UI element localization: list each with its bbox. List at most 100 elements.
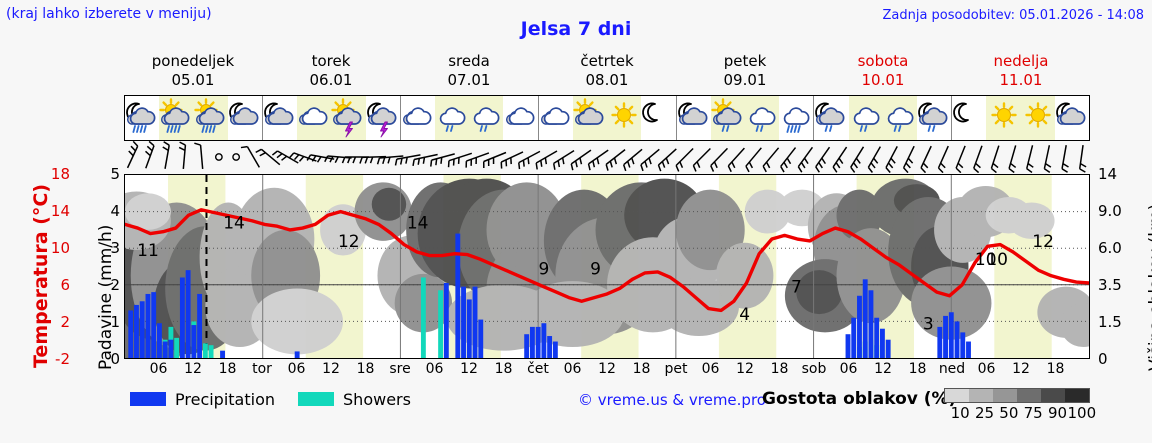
weather-icon-cloud	[503, 96, 537, 140]
day-name: sobota	[857, 52, 909, 70]
time-tick-06-8: 06	[425, 361, 444, 377]
density-step-90	[1041, 389, 1065, 402]
day-header-sobota: sobota 10.01	[814, 52, 952, 92]
time-tick-12-17: 12	[736, 361, 754, 377]
density-tick-50: 50	[999, 404, 1019, 422]
svg-text:7: 7	[791, 278, 802, 298]
time-tick-06-4: 06	[287, 361, 306, 377]
time-tick-18-6: 18	[356, 361, 375, 377]
temperature-axis-title: Temperatura (°C)	[8, 180, 52, 370]
weather-icon-sun	[1020, 96, 1055, 140]
time-tick-tor-3: tor	[252, 361, 272, 377]
time-tick-12-21: 12	[874, 361, 892, 377]
day-name: sreda	[448, 52, 490, 70]
weather-icon-cloud-drizzle	[882, 96, 918, 140]
precipitation-axis-title: Padavine (mm/h)	[76, 180, 116, 380]
weather-icon-night-cloud	[228, 96, 262, 140]
svg-text:10: 10	[986, 250, 1008, 270]
precipitation-swatch	[130, 392, 166, 406]
svg-text:11: 11	[137, 241, 159, 261]
weather-icon-sun-cloud-rain	[159, 96, 194, 140]
cloudheight-tick-2: 6.0	[1098, 239, 1122, 257]
day-date: 08.01	[585, 71, 629, 89]
cloudheight-axis-title-text: Višina oblakov (km)	[1146, 203, 1152, 371]
time-tick-18-18: 18	[770, 361, 789, 377]
last-updated: Zadnja posodobitev: 05.01.2026 - 14:08	[882, 8, 1144, 23]
time-tick-12-9: 12	[460, 361, 478, 377]
precipitation-tick-3: 2	[110, 276, 120, 294]
time-axis: 06 12 18 tor 06 12 18 sre 06 12 18 čet 06 12 18 pet 06 12…	[124, 361, 1090, 381]
day-date: 09.01	[723, 71, 767, 89]
precipitation-legend: Precipitation Showers	[130, 388, 411, 410]
day-name: četrtek	[580, 52, 634, 70]
precipitation-axis-ticks: 5 4 3 2 1 0	[100, 165, 120, 375]
day-header-četrtek: četrtek 08.01	[538, 52, 676, 92]
precipitation-tick-4: 1	[110, 313, 120, 331]
density-tick-75: 75	[1023, 404, 1043, 422]
density-step-25	[969, 389, 993, 402]
showers-swatch	[298, 392, 335, 406]
day-header-sreda: sreda 07.01	[400, 52, 538, 92]
weather-icon-row	[124, 95, 1090, 141]
cloud-density-legend-title: Gostota oblakov (%)	[762, 389, 957, 409]
time-tick-18-10: 18	[494, 361, 513, 377]
density-step-10	[945, 389, 969, 402]
density-tick-90: 90	[1047, 404, 1068, 422]
temperature-tick-2: 10	[50, 239, 70, 257]
weather-icon-cloud-drizzle	[434, 96, 470, 140]
temperature-tick-4: 2	[60, 313, 70, 331]
cloudheight-axis-title: Višina oblakov (km)	[1128, 175, 1152, 375]
day-date: 05.01	[171, 71, 215, 89]
svg-text:3: 3	[923, 314, 934, 334]
weather-icon-cloud-drizzle	[848, 96, 883, 140]
temperature-axis-ticks: 18 14 10 6 2 -2	[36, 165, 70, 375]
day-name: ponedeljek	[151, 52, 235, 70]
day-date: 06.01	[309, 71, 353, 89]
time-tick-06-12: 06	[563, 361, 582, 377]
density-step-100	[1065, 389, 1089, 402]
weather-icon-sun-cloud-drizzle	[710, 96, 745, 140]
meteogram-plot: 11141214994731010125106	[124, 174, 1090, 359]
density-step-50	[993, 389, 1017, 402]
weather-icon-cloud	[537, 96, 573, 140]
weather-icon-night-rain	[125, 96, 159, 140]
day-header-row: ponedeljek 05.01 torek 06.01 sreda 07.01 četrt…	[124, 52, 1090, 92]
time-tick-12-1: 12	[184, 361, 202, 377]
weather-icon-night-cloud	[1055, 96, 1089, 140]
time-tick-sre-7: sre	[389, 361, 411, 377]
time-tick-čet-11: čet	[527, 361, 549, 377]
time-tick-18-22: 18	[908, 361, 927, 377]
time-tick-18-14: 18	[632, 361, 651, 377]
weather-icon-night-cloud	[675, 96, 711, 140]
cloud-density-colorbar	[944, 388, 1090, 403]
time-tick-12-13: 12	[598, 361, 616, 377]
time-tick-06-20: 06	[839, 361, 858, 377]
cloudheight-tick-5: 0	[1098, 350, 1108, 368]
precipitation-tick-0: 5	[110, 165, 120, 183]
precipitation-tick-2: 3	[110, 239, 120, 257]
time-tick-18-26: 18	[1046, 361, 1065, 377]
density-tick-10: 10	[950, 404, 970, 422]
time-tick-06-16: 06	[701, 361, 720, 377]
svg-text:12: 12	[338, 232, 360, 252]
precipitation-tick-1: 4	[110, 202, 120, 220]
time-tick-18-2: 18	[218, 361, 237, 377]
time-tick-06-0: 06	[149, 361, 168, 377]
day-name: torek	[311, 52, 351, 70]
weather-icon-night-cloud	[261, 96, 297, 140]
time-tick-sob-19: sob	[801, 361, 827, 377]
copyright-link[interactable]: © vreme.us & vreme.pro	[578, 391, 766, 409]
svg-text:9: 9	[590, 259, 601, 279]
location-menu-note[interactable]: (kraj lahko izberete v meniju)	[6, 6, 212, 22]
day-name: nedelja	[993, 52, 1049, 70]
precipitation-legend-label: Precipitation	[175, 389, 276, 409]
weather-icon-sun-cloud-rain	[193, 96, 228, 140]
page-title: Jelsa 7 dni	[520, 18, 632, 40]
weather-icon-night	[641, 96, 675, 140]
time-tick-pet-15: pet	[664, 361, 688, 377]
showers-legend-label: Showers	[343, 389, 411, 409]
weather-icon-cloud-drizzle	[744, 96, 780, 140]
weather-icon-night	[951, 96, 986, 140]
svg-text:12: 12	[1032, 232, 1054, 252]
weather-icon-cloud	[399, 96, 435, 140]
